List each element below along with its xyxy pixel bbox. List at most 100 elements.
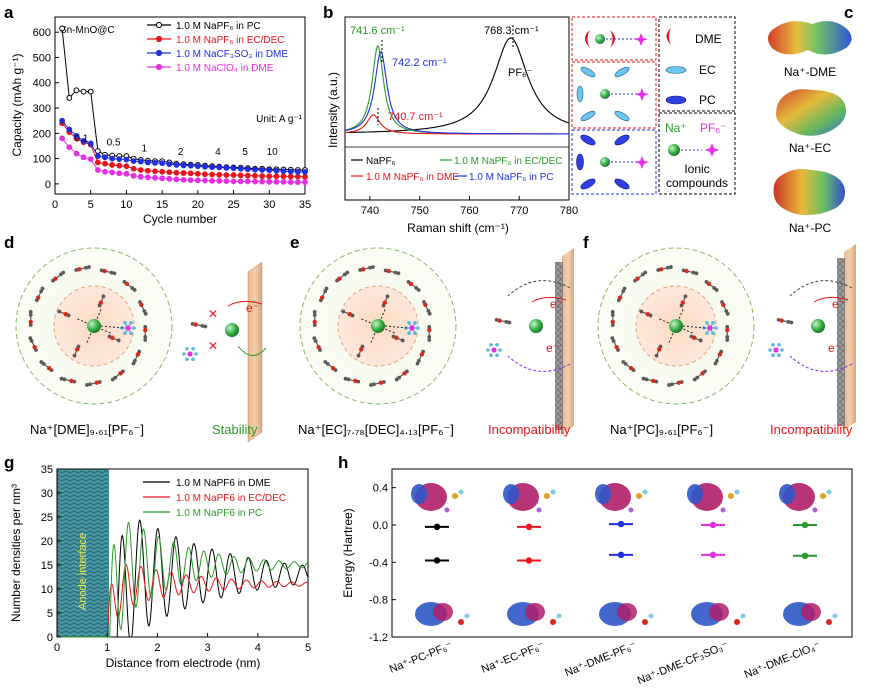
panel-a-data-point (230, 165, 237, 172)
solvent-atom (713, 361, 718, 366)
legend-text-dme: 1.0 M NaPF₆ in DME (366, 172, 459, 183)
panel-a-data-point (266, 173, 273, 180)
panel-d-interface-sketch: e⁻ ✕ ✕ (182, 300, 267, 361)
panel-f-status: Incompatibility (770, 422, 853, 437)
panel-a-y-tick-label: 0 (45, 179, 51, 191)
panel-a-data-point (123, 163, 130, 170)
panel-a-data-point (216, 164, 223, 171)
solvent-atom (415, 361, 420, 366)
legend-text-dme: 1.0 M NaPF6 in DME (176, 478, 271, 489)
solvent-atom (347, 312, 352, 317)
solvent-atom (427, 327, 432, 333)
solvent-atom (725, 325, 730, 329)
panel-a-data-point (280, 173, 287, 180)
atom-render (826, 489, 832, 495)
solvent-atom (101, 294, 106, 299)
panel-a-chart: Sn-MnO@C 1.0 M NaPF₆ in PC1.0 M NaPF₆ in… (10, 16, 311, 226)
solvent-atom (28, 319, 33, 325)
pf6-anion-icon (635, 88, 649, 101)
panel-g-y-tick-label: 20 (41, 536, 53, 548)
dme-key-icon (666, 28, 671, 45)
atom-render (642, 619, 648, 625)
energy-level-point (433, 523, 441, 531)
electrode-slab-icon (562, 248, 574, 434)
panel-b-x-tick-label: 740 (361, 205, 379, 217)
lumo-orbital-lobe (595, 484, 611, 504)
panel-b-chart: 741.6 cm⁻¹ 742.2 cm⁻¹ 740.7 cm⁻¹ 768.3 c… (326, 16, 578, 235)
homo-orbital-lobe (801, 603, 821, 621)
panel-a-data-point (94, 159, 101, 166)
panel-a-data-point (180, 162, 187, 169)
decomposition-arrow (789, 280, 853, 297)
lumo-orbital-lobe (687, 484, 703, 504)
key-dme-label: DME (695, 32, 722, 46)
panel-a-x-tick-label: 25 (227, 199, 239, 211)
panel-a-data-point (230, 178, 237, 185)
coordination-bond (75, 317, 95, 327)
pf6-anion-icon (634, 33, 648, 46)
solvent-atom (203, 324, 208, 329)
panel-h-category-labels: Na⁺-PC-PF₆⁻ Na⁺-EC-PF₆⁻ Na⁺-DME-PF₆⁻Na⁺-DM… (388, 640, 823, 688)
electron-label: e⁻ (828, 341, 841, 355)
solvent-atom (700, 371, 705, 376)
panel-a-data-point (59, 135, 66, 142)
panel-a-data-point (137, 167, 144, 173)
solvent-atom (427, 338, 432, 342)
panel-a-data-point (202, 163, 208, 170)
panel-g-y-tick-label: 5 (47, 608, 53, 620)
atom-render (720, 507, 726, 513)
panel-a-data-point (237, 178, 244, 185)
stable-arrow (237, 345, 267, 356)
panel-g-y-tick-label: 15 (41, 560, 53, 572)
panel-c-label-ec: Na⁺-EC (789, 141, 832, 155)
solvent-atom (28, 336, 33, 341)
energy-level-point (617, 551, 625, 559)
sei-layer-icon (555, 262, 563, 430)
panel-a-x-label: Cycle number (143, 212, 217, 226)
panel-g-x-tick-label: 5 (305, 642, 311, 654)
solvent-atom (116, 338, 121, 343)
panel-a-y-tick-label: 500 (33, 52, 51, 64)
panel-g-y-tick-label: 25 (41, 512, 53, 524)
atom-render (826, 619, 832, 625)
panel-e-formula: Na⁺[EC]₇.₇₈[DEC]₄.₁₃[PF₆⁻] (298, 422, 454, 437)
panel-a-x-tick-label: 20 (192, 199, 204, 211)
panel-a-data-point (130, 165, 137, 172)
dme-molecule-icon (610, 30, 615, 48)
atom-render (734, 619, 740, 625)
legend-text-pc: 1.0 M NaPF6 in PC (176, 508, 262, 519)
solvent-atom (28, 310, 33, 314)
atom-render (628, 507, 634, 513)
panel-a-data-point (294, 179, 301, 186)
pc-key-icon (665, 95, 687, 105)
solvent-atom (667, 383, 671, 387)
panel-a-legend-marker (155, 21, 163, 29)
panel-a-data-point (244, 178, 251, 185)
energy-level-point (709, 551, 717, 559)
solvent-atom (400, 338, 405, 343)
panel-c-esp-maps: Na⁺-DME Na⁺-EC Na⁺-PC (768, 21, 852, 235)
panel-a-data-point (194, 170, 201, 177)
panel-a-data-point (273, 178, 280, 185)
panel-a-data-point (109, 169, 116, 176)
solvent-atom (32, 344, 37, 350)
panel-b-frame (344, 16, 570, 201)
pc-molecule-icon (580, 178, 596, 190)
pf6-key-icon (705, 143, 719, 157)
solvent-atom (341, 309, 346, 314)
solvent-atom (657, 347, 662, 352)
solvent-atom (372, 382, 376, 387)
homo-orbital-lobe (433, 603, 453, 621)
atom-render (444, 507, 450, 513)
energy-level-point (617, 520, 625, 528)
na-ion-icon (595, 34, 605, 44)
panel-a-legend-marker (155, 63, 163, 71)
pc-molecule-icon (614, 134, 630, 146)
coordination-bond (377, 325, 397, 335)
legend-text-ecdec: 1.0 M NaPF₆ in EC/DEC (454, 156, 563, 167)
solvent-atom (28, 313, 33, 317)
panel-b-x-tick-label: 750 (410, 205, 428, 217)
panel-a-data-point (144, 174, 151, 181)
panel-a-data-point (116, 162, 123, 169)
solvent-atom (46, 366, 52, 371)
